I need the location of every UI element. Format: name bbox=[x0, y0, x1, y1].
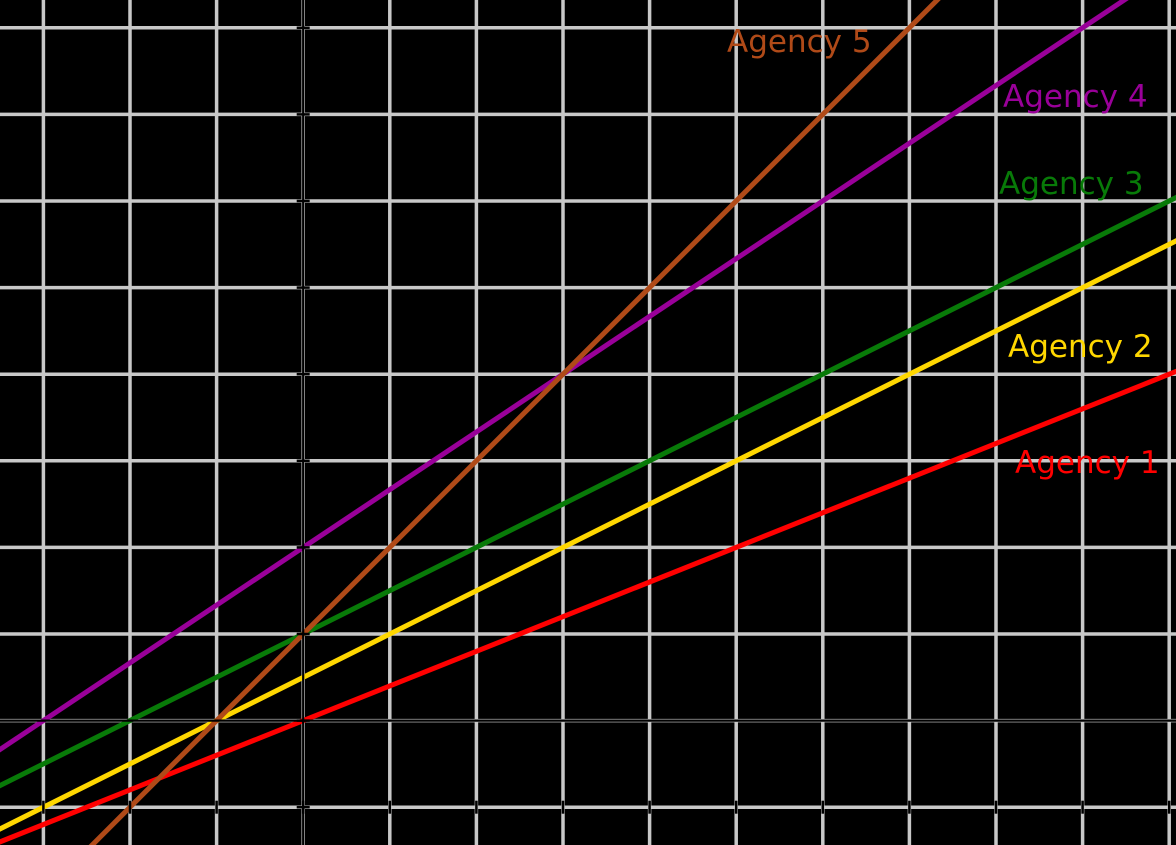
series-line-agency-3 bbox=[0, 194, 1176, 789]
series-label-agency-2: Agency 2 bbox=[1008, 329, 1153, 365]
series-line-agency-2 bbox=[0, 238, 1176, 832]
series-label-agency-4: Agency 4 bbox=[1003, 79, 1148, 115]
series-label-agency-5: Agency 5 bbox=[727, 24, 872, 60]
series-label-agency-1: Agency 1 bbox=[1015, 445, 1160, 481]
series-line-agency-4 bbox=[0, 0, 1129, 753]
series-line-agency-1 bbox=[0, 368, 1176, 845]
series-label-agency-3: Agency 3 bbox=[999, 166, 1144, 202]
